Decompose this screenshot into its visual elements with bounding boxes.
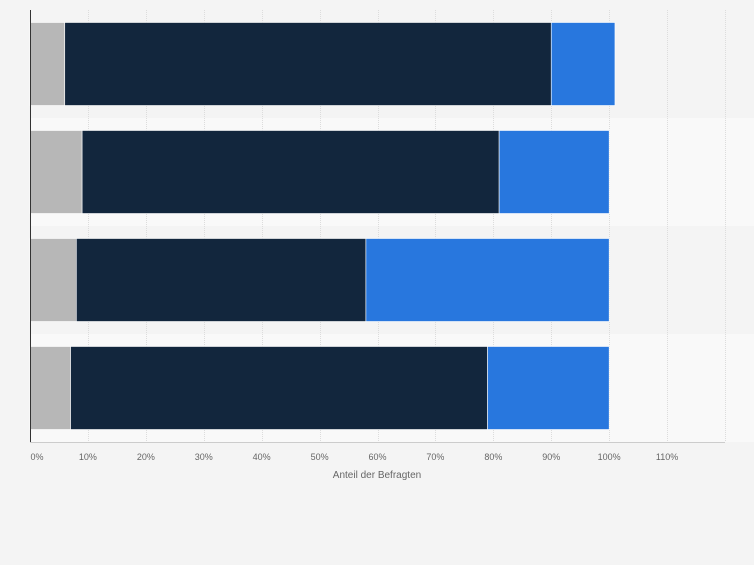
x-tick-label: 10% (79, 452, 97, 462)
bar-segment (550, 22, 616, 106)
bar-segment (29, 346, 71, 430)
bar-segment (365, 238, 610, 322)
x-axis: 0% 10% 20% 30% 40% 50% 60% 70% 80% 90% 100% 110% (30, 10, 725, 462)
x-tick-label: 70% (426, 452, 444, 462)
bar-segment (64, 22, 552, 106)
x-axis-label: Anteil der Befragten (333, 470, 421, 481)
bar-segment (70, 346, 488, 430)
x-tick-label: 30% (195, 452, 213, 462)
x-tick-label: 60% (368, 452, 386, 462)
bar-segment (29, 238, 77, 322)
bar-segment (29, 130, 83, 214)
x-tick-label: 90% (542, 452, 560, 462)
bar-segment (29, 22, 66, 106)
x-tick-label: 80% (484, 452, 502, 462)
x-tick-label: 0% (30, 452, 43, 462)
x-tick-label: 110% (656, 452, 678, 462)
bar-segment (81, 130, 500, 214)
x-tick-label: 40% (253, 452, 271, 462)
bar-segment (487, 346, 610, 430)
bar-segment (76, 238, 367, 322)
bars (29, 22, 616, 430)
x-tick-label: 100% (598, 452, 621, 462)
x-tick-label: 20% (137, 452, 155, 462)
bar-segment (498, 130, 610, 214)
x-tick-label: 50% (311, 452, 329, 462)
